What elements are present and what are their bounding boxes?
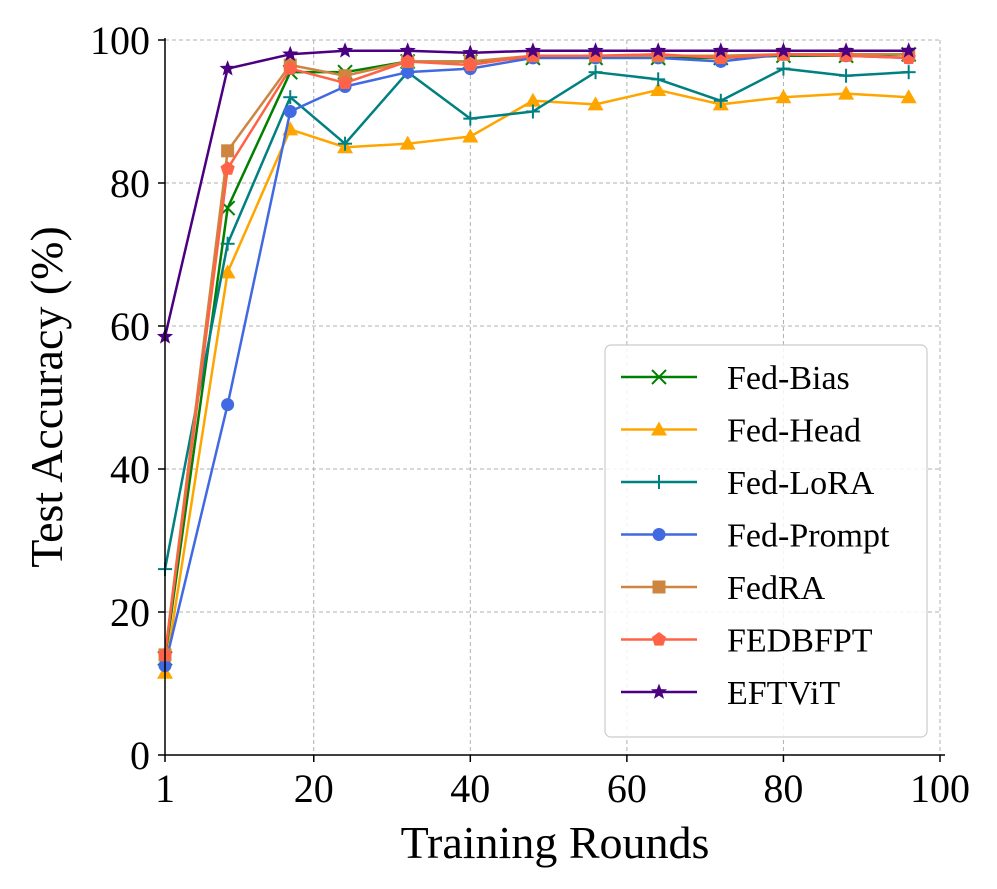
data-point-fed-prompt (283, 105, 297, 118)
data-point-fed-lora (651, 72, 666, 87)
legend-item-fed-bias: Fed-Bias (621, 360, 850, 397)
data-point-eftvit (900, 42, 917, 58)
x-tick-label: 40 (450, 766, 490, 811)
data-point-fed-lora (525, 104, 540, 119)
data-point-fed-lora (338, 136, 353, 151)
y-tick-label: 80 (110, 161, 150, 206)
legend-label: Fed-Bias (727, 360, 850, 397)
data-point-fedra (221, 144, 235, 158)
legend-label: EFTViT (727, 675, 840, 712)
ticks: 1 20 40 60 80 100 0 20 40 60 80 100 (90, 18, 970, 811)
data-point-fed-head (524, 92, 541, 107)
legend-marker (652, 475, 666, 489)
data-point-fed-lora (220, 236, 235, 251)
axes (164, 38, 945, 756)
legend-label: Fed-Prompt (727, 518, 890, 555)
series-fed-head (157, 82, 917, 679)
x-axis-label: Training Rounds (401, 817, 710, 868)
legend-label: FedRA (727, 570, 826, 607)
data-point-fed-head (587, 96, 604, 111)
data-point-eftvit (712, 42, 729, 58)
data-point-fed-head (838, 85, 855, 100)
legend-label: FEDBFPT (727, 623, 873, 660)
data-point-eftvit (219, 60, 236, 76)
data-point-fedbfpt (337, 75, 353, 89)
legend-marker (651, 369, 667, 385)
y-axis-label: Test Accuracy (%) (21, 226, 72, 568)
data-point-fed-head (462, 128, 479, 143)
series-eftvit (156, 42, 917, 344)
data-point-fed-lora (588, 65, 603, 80)
data-point-fed-head (650, 82, 667, 97)
data-point-fedbfpt (463, 57, 478, 72)
legend-item-fed-prompt: Fed-Prompt (621, 518, 890, 555)
series-group (156, 42, 917, 679)
data-point-fed-head (399, 135, 416, 150)
data-point-fed-head (775, 89, 792, 104)
legend-marker (651, 632, 667, 646)
legend-item-fed-lora: Fed-LoRA (621, 465, 875, 502)
data-point-fed-lora (463, 111, 478, 126)
series-line-eftvit (163, 49, 909, 338)
data-point-eftvit (399, 42, 416, 58)
legend-marker (652, 528, 666, 541)
data-point-fedbfpt (400, 53, 415, 68)
data-point-fedbfpt (283, 61, 298, 75)
x-tick-label: 1 (155, 766, 175, 811)
data-point-fed-lora (776, 61, 791, 76)
data-point-fed-prompt (221, 398, 235, 412)
x-tick-label: 80 (763, 766, 803, 811)
legend-item-eftvit: EFTViT (621, 675, 840, 712)
y-tick-label: 20 (110, 590, 150, 635)
data-point-fed-head (219, 264, 236, 279)
data-point-eftvit (775, 42, 792, 58)
legend-label: Fed-Head (727, 413, 861, 450)
data-point-eftvit (462, 44, 479, 60)
data-point-eftvit (587, 42, 604, 58)
legend-marker (651, 421, 667, 436)
data-point-fed-lora (901, 65, 916, 80)
series-fed-lora (158, 61, 916, 577)
y-tick-label: 100 (90, 18, 150, 63)
data-point-eftvit (650, 42, 667, 58)
x-tick-label: 100 (910, 766, 970, 811)
x-tick-label: 60 (607, 766, 647, 811)
data-point-fedbfpt (220, 161, 235, 175)
legend-item-fedra: FedRA (621, 570, 826, 607)
data-point-fed-lora (839, 68, 854, 83)
data-point-eftvit (524, 42, 542, 58)
x-tick-label: 20 (294, 766, 334, 811)
legend-item-fedbfpt: FEDBFPT (621, 623, 873, 660)
data-point-fed-lora (283, 90, 298, 105)
y-tick-label: 60 (110, 304, 150, 349)
legend-item-fed-head: Fed-Head (621, 413, 861, 450)
data-point-eftvit (837, 42, 855, 58)
legend-marker (652, 580, 666, 594)
legend-marker (650, 683, 668, 699)
legend-label: Fed-LoRA (727, 465, 875, 502)
y-tick-label: 40 (110, 447, 150, 492)
data-point-eftvit (336, 42, 354, 58)
data-point-eftvit (282, 45, 299, 62)
data-point-fed-head (900, 89, 917, 104)
data-point-fed-prompt (401, 65, 415, 79)
data-point-fed-lora (713, 93, 728, 108)
legend: Fed-Bias Fed-Head Fed-LoRA Fed-Prompt FedRA F… (604, 344, 928, 738)
y-tick-label: 0 (130, 733, 150, 778)
